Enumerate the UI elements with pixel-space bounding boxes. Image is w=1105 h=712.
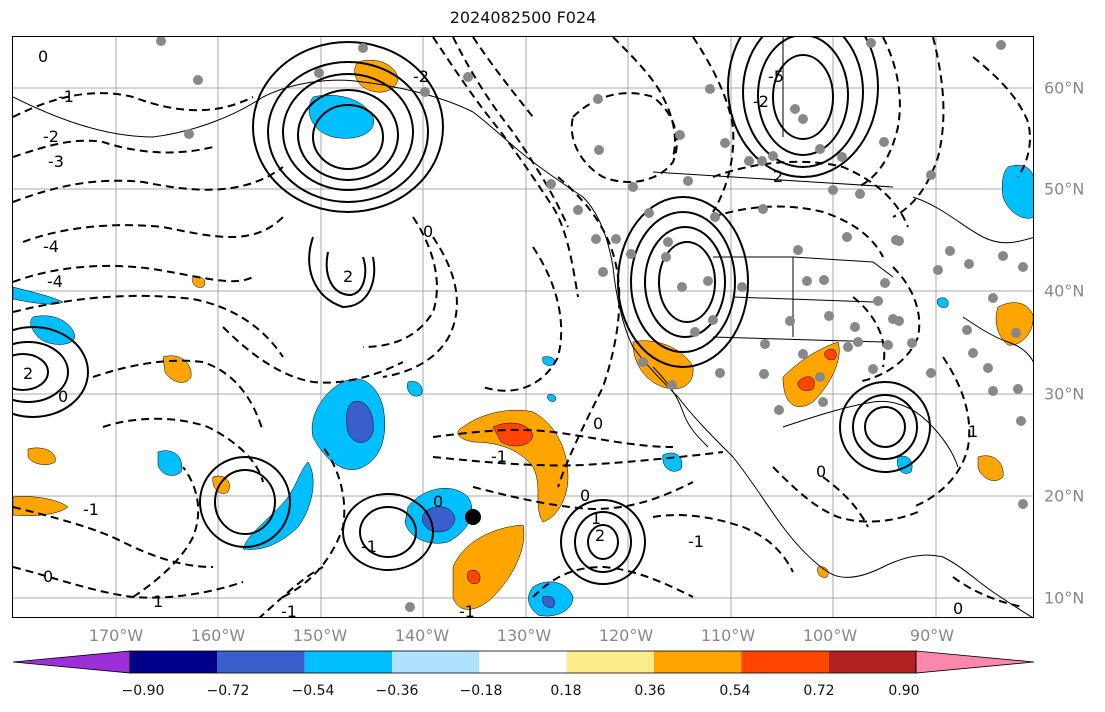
- colorbar-tick: 0.72: [803, 683, 835, 699]
- colorbar-tick: 0.36: [634, 683, 666, 699]
- contour-label: 0: [433, 492, 443, 511]
- forecast-map: 0 -1 -2 -3 -4 2 0 -4 -3 -5 -2 2 0 -2 0 -…: [13, 37, 1033, 618]
- shaded-anomalies: [13, 59, 1033, 617]
- colorbar-segment: [741, 651, 829, 673]
- colorbar-segment: [217, 651, 305, 673]
- colorbar-tick: 0.18: [550, 683, 582, 699]
- colorbar-tick: −0.18: [459, 683, 503, 699]
- contour-label: -1: [281, 602, 297, 618]
- lon-label: 140°W: [394, 626, 450, 645]
- contour-label: -1: [688, 532, 704, 551]
- colorbar-segment: [479, 651, 567, 673]
- storm-marker: [465, 509, 481, 525]
- lon-label: 130°W: [496, 626, 552, 645]
- colorbar-tick: −0.54: [291, 683, 335, 699]
- lat-label: 40°N: [1044, 281, 1085, 301]
- contour-label: -1: [491, 447, 507, 466]
- colorbar-extend-low: [12, 650, 131, 674]
- colorbar-segments: [12, 650, 1035, 674]
- lon-label: 110°W: [700, 626, 756, 645]
- contour-label: -4: [43, 237, 59, 256]
- lon-label: 90°W: [909, 626, 955, 645]
- contour-label: 0: [38, 47, 48, 66]
- colorbar-segment: [304, 651, 392, 673]
- colorbar-tick: 0.54: [719, 683, 751, 699]
- contour-label: 0: [58, 387, 68, 406]
- lat-label: 50°N: [1044, 179, 1085, 199]
- lon-label: 100°W: [802, 626, 858, 645]
- colorbar-extend-high: [915, 650, 1035, 674]
- contour-label: 0: [593, 414, 603, 433]
- map-panel: 0 -1 -2 -3 -4 2 0 -4 -3 -5 -2 2 0 -2 0 -…: [12, 36, 1034, 618]
- map-title: 2024082500 F024: [449, 8, 597, 27]
- contour-label: -3: [48, 152, 64, 171]
- colorbar-segment: [828, 651, 916, 673]
- colorbar-tick: −0.36: [375, 683, 419, 699]
- contour-label: -2: [753, 92, 769, 111]
- contour-label: 0: [816, 462, 826, 481]
- positive-contours: [13, 37, 931, 585]
- colorbar-segment: [130, 651, 218, 673]
- negative-contours: [13, 37, 1031, 617]
- contour-label: -1: [58, 87, 74, 106]
- lat-label: 20°N: [1044, 486, 1085, 506]
- lon-label: 160°W: [190, 626, 246, 645]
- colorbar-tick: −0.90: [121, 683, 165, 699]
- lat-label: 60°N: [1044, 78, 1085, 98]
- contour-label: 0: [580, 486, 590, 505]
- coastlines: [13, 37, 1033, 617]
- contour-label: 1: [591, 509, 601, 528]
- contour-label: -1: [361, 537, 377, 556]
- contour-label: 2: [773, 167, 783, 186]
- contour-label: 2: [23, 364, 33, 383]
- colorbar-segment: [566, 651, 654, 673]
- station-dots: [156, 37, 1028, 612]
- lon-label: 170°W: [88, 626, 144, 645]
- colorbar: [12, 650, 1035, 674]
- contour-label: 1: [968, 422, 978, 441]
- colorbar-tick: 0.90: [888, 683, 920, 699]
- lat-label: 10°N: [1044, 588, 1085, 608]
- lon-label: 120°W: [598, 626, 654, 645]
- contour-label: -1: [459, 602, 475, 618]
- contour-label: -4: [47, 272, 63, 291]
- colorbar-segment: [392, 651, 480, 673]
- lon-label: 150°W: [292, 626, 348, 645]
- colorbar-outline: [129, 650, 917, 674]
- contour-label: -1: [83, 500, 99, 519]
- contour-label: 0: [43, 567, 53, 586]
- contour-label: 2: [343, 267, 353, 286]
- contour-label: 1: [153, 592, 163, 611]
- contour-label: -2: [43, 127, 59, 146]
- lat-label: 30°N: [1044, 384, 1085, 404]
- contour-label: -2: [413, 67, 429, 86]
- contour-label: 2: [595, 526, 605, 545]
- contour-label: -5: [768, 67, 784, 86]
- colorbar-segment: [654, 651, 742, 673]
- contour-label: 0: [423, 222, 433, 241]
- contour-label: 0: [953, 599, 963, 618]
- colorbar-tick: −0.72: [206, 683, 250, 699]
